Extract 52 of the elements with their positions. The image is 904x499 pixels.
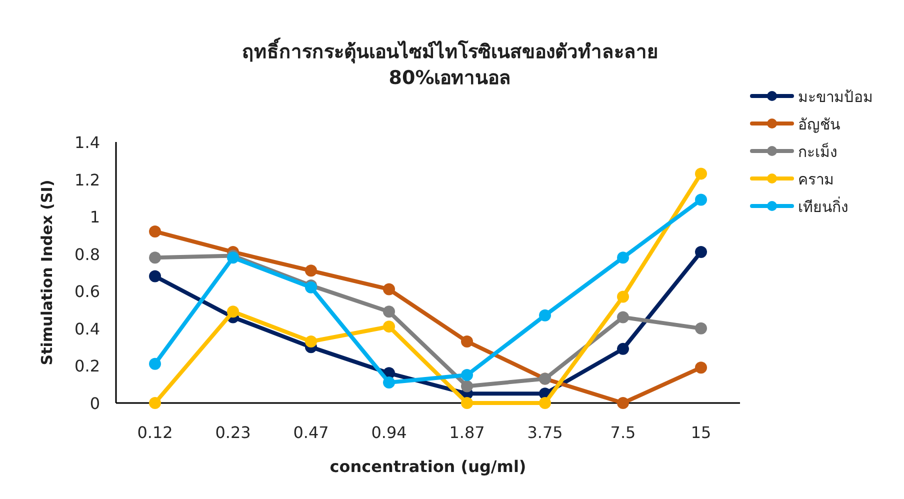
point (461, 335, 473, 348)
y-tick-label: 1.4 (74, 133, 100, 152)
point (149, 358, 161, 370)
chart-title: ฤทธิ์การกระตุ้นเอนไซม์ไทโรซิเนสของตัวทำละลาย 80%เอทานอล (242, 37, 658, 89)
point (149, 397, 161, 409)
point (695, 168, 707, 180)
legend-label: กะเม็ง (798, 142, 837, 161)
y-axis-title: Stimulation Index (SI) (38, 180, 56, 366)
x-tick-label: 0.47 (293, 423, 329, 442)
point (383, 376, 395, 388)
y-tick-label: 0.6 (74, 282, 100, 302)
point (617, 342, 629, 355)
point (149, 270, 161, 282)
point (695, 194, 707, 206)
point (539, 397, 551, 409)
point (305, 335, 317, 348)
y-tick-label: 0.2 (74, 356, 100, 376)
point (383, 320, 395, 333)
x-tick-label: 3.75 (527, 423, 563, 442)
point (227, 306, 239, 318)
point (617, 397, 629, 409)
point (461, 380, 473, 392)
point (617, 290, 629, 303)
x-tick-label: 7.5 (610, 423, 636, 442)
point (149, 252, 161, 264)
y-tick-label: 0 (90, 394, 100, 413)
point (383, 306, 395, 318)
legend-label: มะขามป้อม (798, 88, 873, 106)
point (305, 264, 317, 277)
y-tick-label: 0.4 (74, 319, 100, 338)
y-tick-label: 1 (90, 208, 100, 227)
x-tick-label: 0.12 (137, 423, 173, 442)
point (695, 322, 707, 334)
point (617, 311, 629, 324)
y-tick-label: 1.2 (74, 170, 100, 190)
point (695, 246, 707, 258)
point (383, 283, 395, 296)
legend-label: อัญชัน (798, 116, 840, 134)
x-tick-label: 1.87 (449, 423, 485, 442)
point (617, 252, 629, 264)
x-tick-label: 15 (690, 423, 712, 442)
point (539, 309, 551, 322)
x-axis-title: concentration (ug/ml) (330, 457, 526, 476)
point (695, 362, 707, 374)
point (149, 225, 161, 238)
legend-label: เทียนกิ่ง (798, 196, 848, 216)
point (461, 397, 473, 409)
x-tick-label: 0.23 (215, 423, 251, 442)
x-tick-label: 0.94 (371, 423, 407, 442)
y-tick-label: 0.8 (74, 244, 100, 264)
legend-label: คราม (798, 170, 834, 188)
point (461, 369, 473, 382)
